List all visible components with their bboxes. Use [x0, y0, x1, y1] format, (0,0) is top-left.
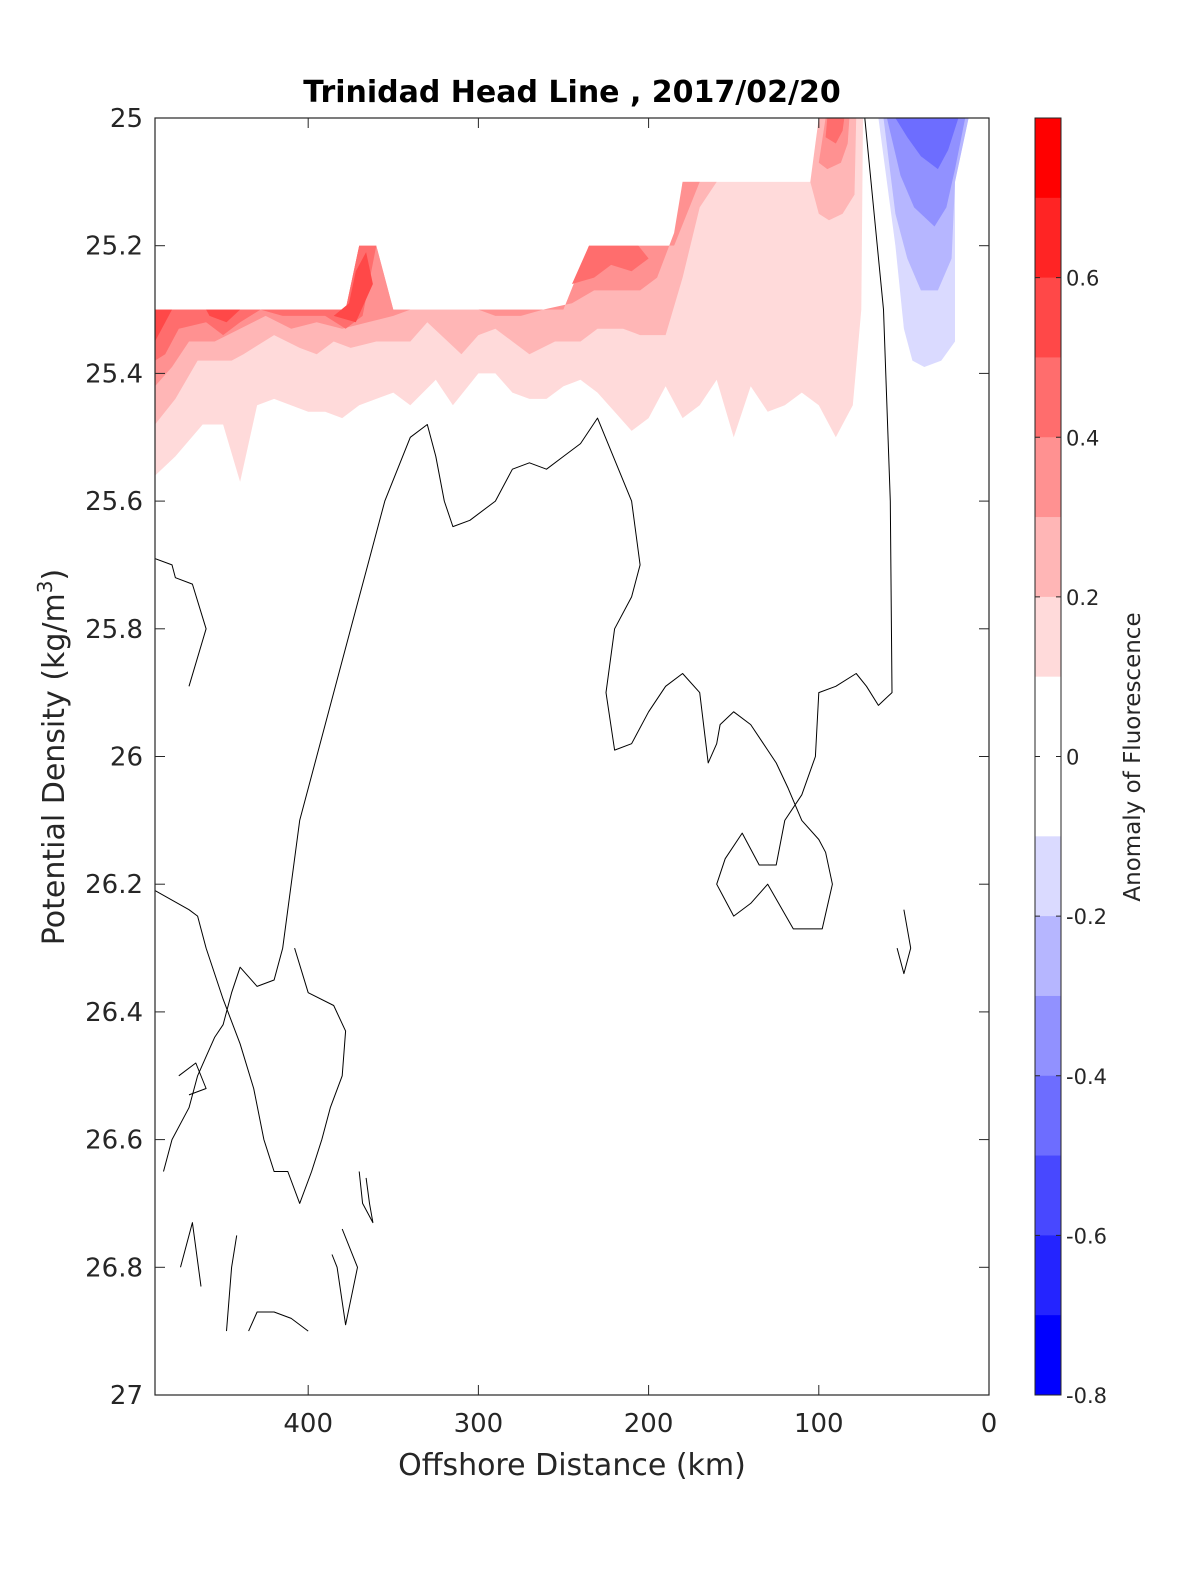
colorbar-swatch [1035, 197, 1061, 279]
x-tick-label: 100 [794, 1409, 844, 1439]
colorbar-tick-label: 0.4 [1066, 426, 1099, 450]
colorbar-swatch [1035, 357, 1061, 438]
contour-line-8 [331, 1228, 358, 1326]
colorbar-tick-label: -0.4 [1066, 1065, 1107, 1089]
colorbar-swatch [1035, 1315, 1061, 1396]
filled-contour-region-10 [333, 252, 373, 323]
colorbar-swatch [1035, 1075, 1061, 1157]
colorbar-tick-label: -0.8 [1066, 1384, 1107, 1408]
colorbar-swatch [1035, 517, 1061, 598]
colorbar-tick-label: 0.6 [1066, 267, 1099, 291]
x-tick-label: 400 [283, 1409, 333, 1439]
filled-contour-region-14 [895, 118, 959, 170]
contour-line-6 [248, 1311, 309, 1332]
contour-line-2 [155, 890, 347, 1204]
contour-line-9 [896, 909, 912, 975]
contour-line-5 [226, 1235, 238, 1332]
filled-contour-region-8 [155, 309, 172, 342]
y-axis-label-prefix: Potential Density (kg/m [37, 593, 72, 945]
y-tick-label: 25.2 [85, 232, 143, 262]
filled-contour-region-1 [155, 181, 717, 425]
y-tick-label: 26 [110, 743, 143, 773]
colorbar-swatch [1035, 676, 1061, 757]
colorbar-swatch [1035, 437, 1061, 518]
contour-line-3 [178, 1062, 207, 1096]
filled-contour-region-3 [155, 181, 700, 387]
y-tick-label: 26.8 [85, 1253, 143, 1283]
filled-contour-region-9 [206, 309, 241, 323]
colorbar-swatch [1035, 1235, 1061, 1316]
colorbar-swatch [1035, 756, 1061, 837]
colorbar-tick-label: 0.2 [1066, 586, 1099, 610]
y-tick-label: 25 [110, 104, 143, 134]
colorbar-swatch [1035, 118, 1061, 199]
y-tick-label: 25.4 [85, 359, 143, 389]
axis-ticks: 400 300 200 100 0 25 25.2 25.4 25.6 25.8 26 26.2 26.… [85, 104, 997, 1439]
y-tick-label: 26.2 [85, 870, 143, 900]
contour-line-7 [358, 1171, 374, 1224]
x-axis-label: Offshore Distance (km) [398, 1448, 746, 1483]
x-tick-label: 300 [454, 1409, 504, 1439]
y-axis-label: Potential Density (kg/m3) [33, 569, 72, 945]
y-tick-label: 27 [110, 1381, 143, 1411]
y-axis-label-superscript: 3 [33, 580, 57, 593]
colorbar-swatch [1035, 836, 1061, 917]
contour-line-4 [180, 1222, 202, 1287]
colorbar-swatch [1035, 916, 1061, 997]
y-axis-label-suffix: ) [37, 569, 72, 581]
contour-line-layer [155, 118, 912, 1332]
y-tick-label: 25.8 [85, 615, 143, 645]
filled-contour-region-6 [572, 245, 649, 284]
colorbar-tick-label: -0.2 [1066, 905, 1107, 929]
y-tick-label: 26.4 [85, 998, 143, 1028]
plot-area: 400 300 200 100 0 25 25.2 25.4 25.6 25.8 26 26.2 26.… [85, 104, 997, 1439]
colorbar-swatch [1035, 277, 1061, 358]
colorbar: 0.6 0.4 0.2 0 -0.2 -0.4 -0.6 -0.8 [1034, 117, 1107, 1408]
filled-contour-layer [155, 118, 969, 482]
filled-contour-region-7 [825, 118, 845, 144]
contour-line-0 [155, 558, 207, 687]
colorbar-tick-label: -0.6 [1066, 1224, 1107, 1248]
x-tick-label: 200 [624, 1409, 674, 1439]
y-tick-label: 26.6 [85, 1126, 143, 1156]
colorbar-label: Anomaly of Fluorescence [1120, 612, 1146, 901]
x-tick-label: 0 [981, 1409, 998, 1439]
y-tick-label: 25.6 [85, 487, 143, 517]
contour-line-1 [163, 118, 893, 1172]
chart-title: Trinidad Head Line , 2017/02/20 [303, 75, 840, 110]
colorbar-swatch [1035, 1155, 1061, 1236]
colorbar-swatch [1035, 596, 1061, 678]
colorbar-tick-label: 0 [1066, 746, 1079, 770]
colorbar-swatch [1035, 995, 1061, 1077]
